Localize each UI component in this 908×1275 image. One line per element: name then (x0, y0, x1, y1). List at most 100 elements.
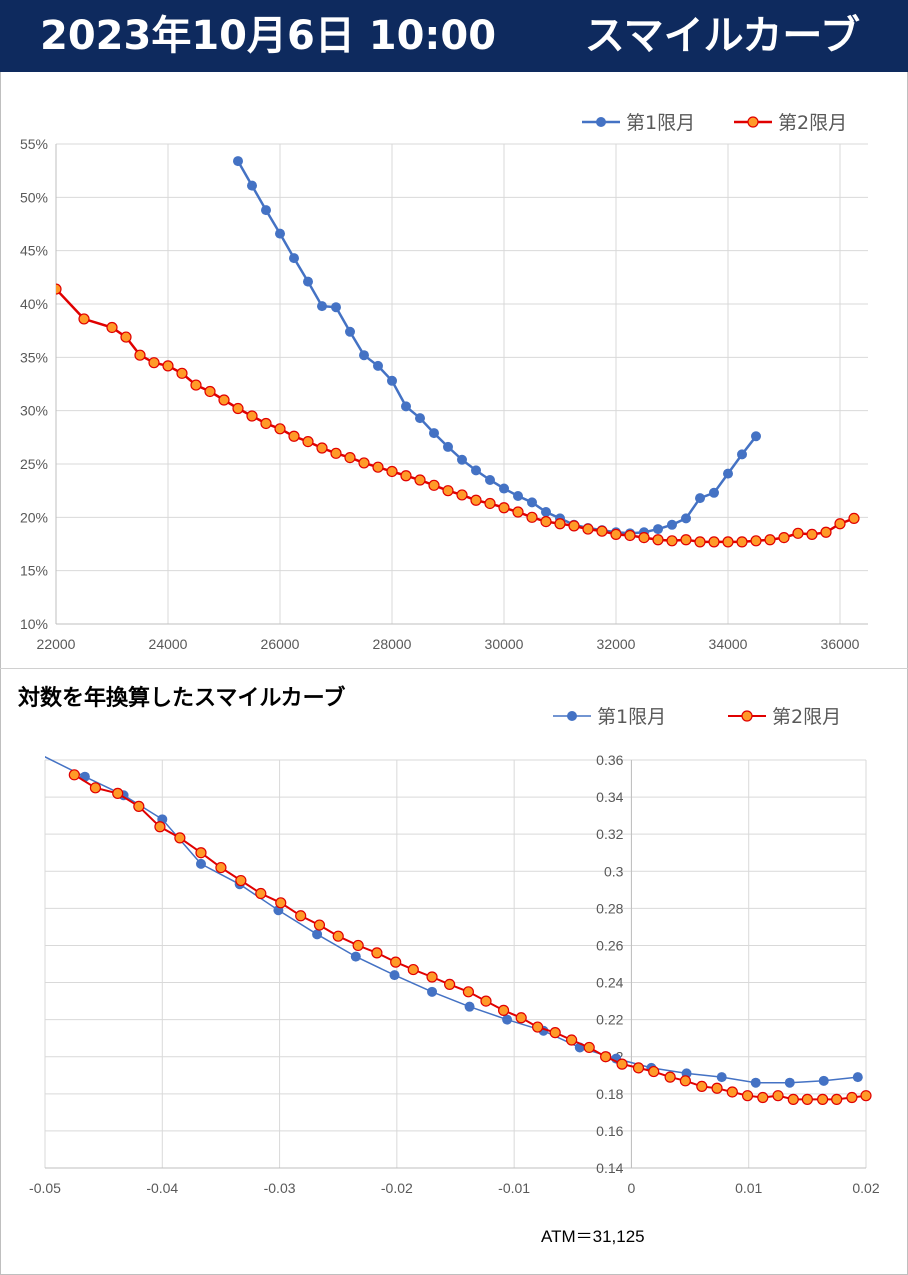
circle-marker-icon (596, 117, 606, 127)
series-2-point (332, 930, 344, 942)
series-1-point (818, 1075, 829, 1086)
series-2-point (246, 410, 258, 422)
series-2-point (190, 379, 202, 391)
series-1-point (751, 431, 761, 442)
x-tick-label: -0.02 (381, 1180, 413, 1196)
series-2-point (860, 1090, 872, 1102)
x-tick-label: 24000 (149, 636, 188, 652)
header-banner: 2023年10月6日 10:00 スマイルカーブ (0, 0, 908, 72)
x-tick-label: -0.04 (146, 1180, 178, 1196)
series-2-point (846, 1091, 858, 1104)
series-2-point (582, 523, 594, 535)
series-line-1 (45, 756, 858, 1084)
series-2-point (56, 283, 62, 295)
series-2-point (456, 489, 468, 501)
series-2-point (801, 1093, 813, 1105)
series-2-point (711, 1082, 723, 1094)
y-tick-label: 0.36 (596, 752, 623, 768)
series-1-point (784, 1077, 795, 1088)
series-2-point (148, 357, 160, 369)
legend-label-2: 第2限月 (772, 706, 841, 728)
series-group (56, 156, 860, 548)
series-2-point (566, 1034, 578, 1046)
series-group (45, 756, 872, 1105)
series-2-point (426, 971, 438, 983)
x-tick-label: 0.01 (735, 1180, 762, 1196)
series-1-point (389, 970, 400, 981)
series-2-point (526, 511, 538, 523)
x-tick-label: 30000 (485, 636, 524, 652)
y-tick-label: 10% (20, 616, 48, 632)
series-2-point (741, 1090, 754, 1102)
series-1-point (716, 1072, 727, 1083)
series-2-point (174, 832, 186, 844)
series-1-point (653, 524, 663, 535)
series-2-point (596, 525, 608, 537)
series-2-point (288, 430, 300, 442)
series-1-point (502, 1014, 513, 1025)
series-2-point (817, 1093, 829, 1105)
series-2-point (806, 528, 818, 540)
series-2-point (133, 800, 145, 812)
x-tick-label: 26000 (261, 636, 300, 652)
series-2-point (694, 536, 706, 548)
series-1-point (401, 401, 411, 412)
y-tick-label: 0.24 (596, 975, 623, 991)
series-1-point (275, 228, 285, 239)
y-tick-label: 0.32 (596, 826, 623, 842)
series-1-point (681, 513, 691, 524)
log-smile-curve-chart: 0.140.160.180.20.220.240.260.280.30.320.… (29, 706, 880, 1196)
series-2-point (696, 1080, 708, 1092)
y-tick-label: 35% (20, 349, 48, 365)
series-2-point (444, 978, 456, 990)
series-1-point (471, 465, 481, 476)
circle-marker-icon (567, 711, 577, 721)
x-tick-label: 0 (628, 1180, 636, 1196)
series-1-point (443, 441, 453, 452)
series-2-point (648, 1065, 660, 1078)
x-tick-label: -0.01 (498, 1180, 530, 1196)
series-2-point (680, 534, 692, 546)
series-2-point (428, 479, 440, 491)
series-2-point (302, 436, 314, 448)
series-2-point (255, 887, 267, 900)
series-2-point (722, 536, 734, 548)
series-2-point (358, 457, 370, 469)
series-2-point (235, 874, 247, 887)
series-2-point (568, 520, 580, 532)
series-2-point (764, 534, 776, 546)
series-2-point (260, 417, 272, 430)
series-2-point (820, 526, 832, 538)
series-1-point (429, 428, 439, 439)
series-2-point (400, 470, 412, 482)
series-2-point (295, 910, 307, 922)
y-tick-label: 55% (20, 136, 48, 152)
series-1-point (195, 858, 206, 869)
y-tick-label: 0.14 (596, 1160, 623, 1176)
series-1-point (723, 468, 733, 479)
series-2-point (831, 1093, 843, 1105)
y-tick-label: 50% (20, 189, 48, 205)
series-2-point (442, 485, 454, 497)
series-2-point (154, 821, 166, 833)
series-2-point (772, 1090, 784, 1102)
series-2-point (664, 1071, 676, 1083)
x-tick-label: 32000 (597, 636, 636, 652)
atm-note: ATM＝31,125 (541, 1227, 645, 1246)
y-tick-label: 0.18 (596, 1086, 623, 1102)
series-2-point (638, 532, 650, 544)
series-1-point (350, 951, 361, 962)
series-2-point (78, 313, 90, 325)
series-1-point (387, 375, 397, 386)
series-2-point (757, 1091, 769, 1104)
series-2-point (515, 1012, 527, 1024)
series-2-point (583, 1041, 595, 1054)
series-1-point (331, 302, 341, 313)
series-2-point (89, 782, 102, 794)
series-1-point (457, 454, 467, 465)
series-1-point (750, 1077, 761, 1088)
series-2-point (787, 1093, 799, 1105)
series-1-point (415, 413, 425, 424)
series-2-point (371, 947, 383, 959)
series-2-point (484, 497, 496, 510)
